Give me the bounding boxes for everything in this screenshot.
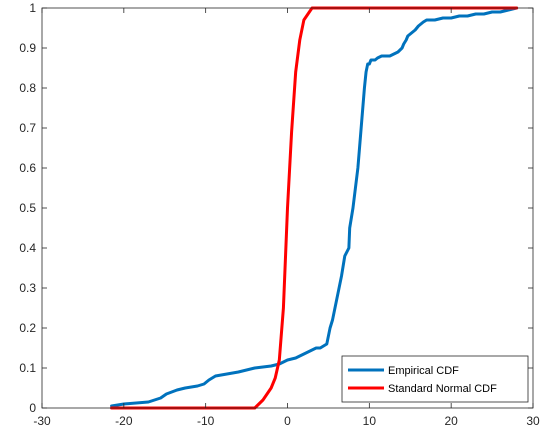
y-tick-label: 0.5 [19,201,36,215]
series-line-empirical-cdf [110,6,519,408]
y-tick-label: 1 [29,1,36,15]
x-tick-label: 10 [363,414,377,428]
y-tick-label: 0.4 [19,241,36,255]
x-tick-label: -30 [33,414,51,428]
x-tick-label: -20 [115,414,133,428]
y-tick-label: 0.2 [19,321,36,335]
y-tick-label: 0.8 [19,81,36,95]
y-tick-label: 0 [29,401,36,415]
y-tick-label: 0.1 [19,361,36,375]
x-tick-label: -10 [197,414,215,428]
legend-box [341,355,529,403]
y-tick-label: 0.9 [19,41,36,55]
series-layer [110,6,519,410]
axes-layer: -30 -20 -10 0 10 20 30 0 0.1 0.2 0.3 0.4 0.5 0.6 0.7 0.… [19,1,540,428]
x-tick-label: 30 [526,414,540,428]
series-line-standard-normal-cdf [110,6,519,410]
legend: Empirical CDF Standard Normal CDF [341,355,529,403]
x-tick-label: 0 [284,414,291,428]
x-tick-label: 20 [444,414,458,428]
y-tick-label: 0.3 [19,281,36,295]
legend-label-standard-normal-cdf: Standard Normal CDF [388,383,497,395]
y-tick-label: 0.6 [19,161,36,175]
legend-label-empirical-cdf: Empirical CDF [388,365,459,377]
y-tick-label: 0.7 [19,121,36,135]
